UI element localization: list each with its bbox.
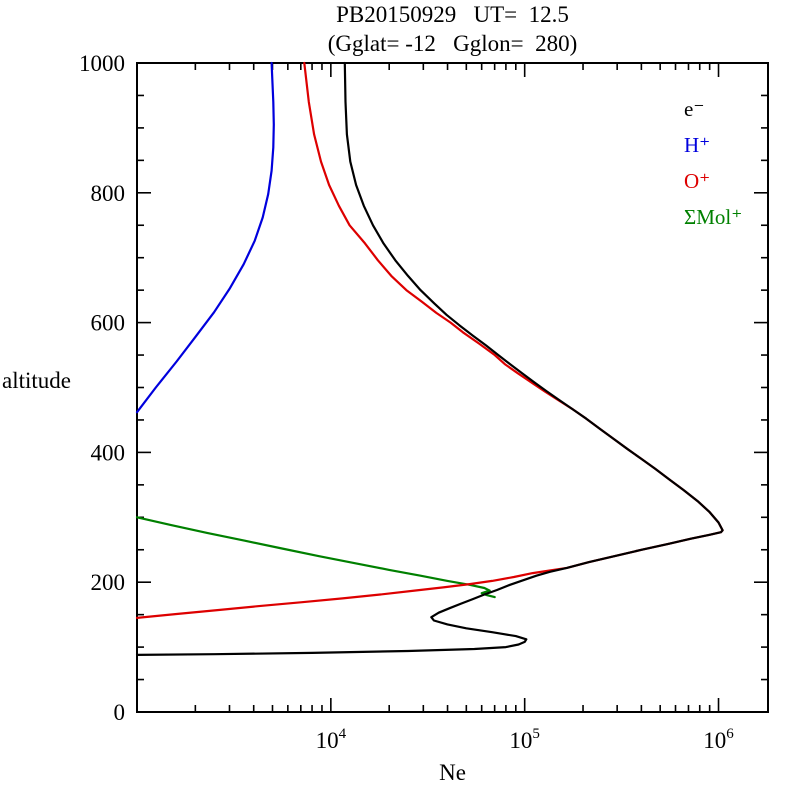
legend-item-2: O⁺	[684, 169, 711, 193]
svg-text:800: 800	[91, 181, 126, 206]
x-axis-label: Ne	[439, 760, 466, 785]
y-axis-label: altitude	[2, 368, 71, 393]
svg-text:600: 600	[91, 311, 126, 336]
svg-text:105: 105	[509, 726, 540, 753]
svg-text:400: 400	[91, 440, 126, 465]
legend-item-3: ΣMol⁺	[684, 205, 743, 229]
svg-text:104: 104	[316, 726, 347, 753]
legend: e⁻ H⁺ O⁺ ΣMol⁺	[684, 92, 742, 236]
svg-text:200: 200	[91, 570, 126, 595]
svg-text:1000: 1000	[79, 51, 125, 76]
chart-title-line2: (Gglat= -12 Gglon= 280)	[327, 31, 578, 56]
svg-text:0: 0	[114, 700, 126, 725]
legend-item-0: e⁻	[684, 97, 705, 121]
chart-title-line1: PB20150929 UT= 12.5	[336, 2, 569, 27]
legend-item-1: H⁺	[684, 133, 711, 157]
svg-text:106: 106	[703, 726, 734, 753]
